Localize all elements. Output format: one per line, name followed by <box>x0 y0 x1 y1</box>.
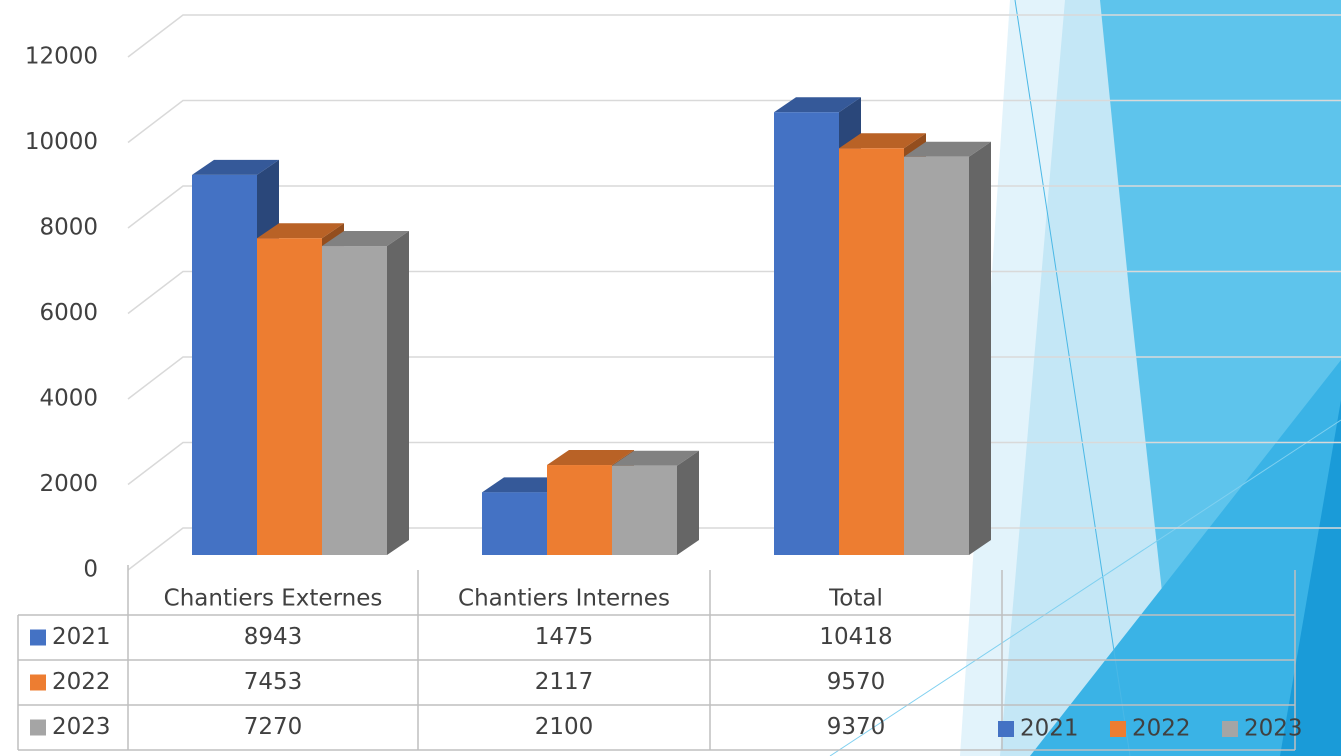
bar-top <box>774 97 861 113</box>
table-cell: 1475 <box>535 624 594 650</box>
legend-label: 2022 <box>1132 716 1191 742</box>
bar <box>547 465 612 555</box>
table-legend-key <box>30 629 46 646</box>
y-tick-label: 6000 <box>39 300 98 326</box>
legend-label: 2021 <box>1020 716 1079 742</box>
bar <box>322 246 387 555</box>
background-decoration <box>829 0 1341 756</box>
legend: 2021 2022 2023 <box>998 716 1303 742</box>
bar-top <box>322 231 409 247</box>
table-header: Chantiers Internes <box>458 586 670 612</box>
bar <box>257 238 322 555</box>
table-cell: 9570 <box>827 669 886 695</box>
table-header: Total <box>828 586 883 612</box>
bar <box>192 174 257 556</box>
bar-top <box>839 133 926 149</box>
table-row-label: 2021 <box>52 624 111 650</box>
y-tick-label: 2000 <box>39 471 98 497</box>
bar-side <box>969 141 991 555</box>
table-cell: 8943 <box>244 624 303 650</box>
bar-side <box>677 450 699 555</box>
y-tick-label: 4000 <box>39 386 98 412</box>
table-cell: 2117 <box>535 669 594 695</box>
bar-top <box>547 450 634 466</box>
grid-line <box>127 14 1341 58</box>
table-legend-key <box>30 674 46 691</box>
bar-top <box>612 450 699 466</box>
legend-key <box>1222 721 1238 737</box>
bar-top <box>904 141 991 157</box>
y-tick-label: 8000 <box>39 215 98 241</box>
bar-top <box>257 223 344 239</box>
table-header: Chantiers Externes <box>164 586 383 612</box>
table-cell: 7270 <box>244 714 303 740</box>
table-cell: 9370 <box>827 714 886 740</box>
y-tick-label: 10000 <box>25 129 98 155</box>
table-legend-key <box>30 719 46 736</box>
table-cell: 10418 <box>819 624 892 650</box>
bar-side <box>387 231 409 555</box>
y-tick-label: 12000 <box>25 44 98 70</box>
data-table: Chantiers Externes Chantiers Internes Tota… <box>17 565 1296 751</box>
bar <box>482 492 547 555</box>
bar <box>904 156 969 555</box>
legend-label: 2023 <box>1244 716 1303 742</box>
bar <box>839 148 904 555</box>
table-row-label: 2022 <box>52 669 111 695</box>
bar <box>612 465 677 555</box>
legend-key <box>998 721 1014 737</box>
plot-area: 0 2000 4000 6000 8000 10000 12000 <box>25 14 1341 583</box>
table-row-label: 2023 <box>52 714 111 740</box>
bar-top <box>192 159 279 175</box>
table-cell: 7453 <box>244 669 303 695</box>
grid-line <box>127 99 1341 144</box>
y-tick-label: 0 <box>83 557 98 583</box>
legend-key <box>1110 721 1126 737</box>
table-cell: 2100 <box>535 714 594 740</box>
bar <box>774 112 839 556</box>
